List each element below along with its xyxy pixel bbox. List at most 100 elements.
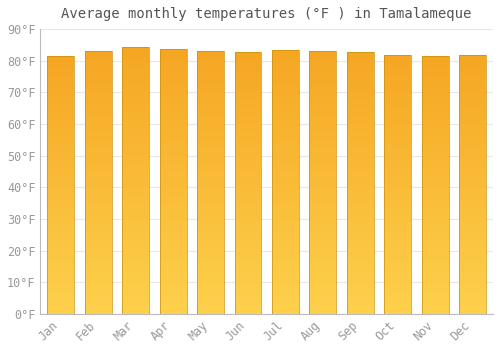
Bar xyxy=(272,113,299,114)
Bar xyxy=(48,234,74,235)
Bar xyxy=(422,188,448,189)
Bar xyxy=(48,258,74,260)
Bar xyxy=(384,151,411,152)
Bar xyxy=(422,284,448,286)
Bar xyxy=(85,229,112,230)
Bar xyxy=(422,57,448,58)
Bar xyxy=(48,167,74,168)
Bar xyxy=(122,69,149,70)
Bar xyxy=(384,118,411,120)
Bar xyxy=(422,141,448,142)
Bar xyxy=(459,177,486,178)
Bar xyxy=(422,169,448,171)
Bar xyxy=(160,149,186,151)
Bar xyxy=(422,162,448,163)
Bar xyxy=(234,87,262,89)
Bar xyxy=(384,169,411,170)
Bar xyxy=(384,234,411,235)
Bar xyxy=(459,151,486,152)
Bar xyxy=(160,290,186,291)
Bar xyxy=(160,58,186,59)
Bar xyxy=(85,176,112,177)
Bar xyxy=(347,174,374,175)
Bar xyxy=(347,128,374,129)
Bar xyxy=(422,247,448,248)
Bar xyxy=(122,51,149,53)
Bar xyxy=(48,287,74,288)
Bar xyxy=(85,143,112,145)
Bar xyxy=(234,83,262,85)
Bar xyxy=(160,233,186,234)
Bar xyxy=(272,297,299,298)
Bar xyxy=(422,218,448,220)
Bar xyxy=(122,194,149,195)
Bar xyxy=(347,288,374,289)
Bar xyxy=(310,288,336,289)
Bar xyxy=(422,128,448,130)
Bar xyxy=(85,140,112,142)
Bar xyxy=(48,168,74,169)
Bar xyxy=(384,268,411,270)
Bar xyxy=(272,181,299,182)
Bar xyxy=(272,202,299,203)
Bar xyxy=(272,298,299,299)
Bar xyxy=(160,284,186,285)
Bar xyxy=(384,214,411,216)
Bar xyxy=(122,218,149,219)
Bar xyxy=(272,128,299,129)
Bar xyxy=(85,101,112,103)
Bar xyxy=(310,52,336,53)
Bar xyxy=(310,206,336,207)
Bar xyxy=(197,158,224,159)
Bar xyxy=(422,274,448,275)
Bar xyxy=(234,182,262,183)
Bar xyxy=(310,203,336,205)
Bar xyxy=(122,279,149,281)
Bar xyxy=(310,85,336,86)
Bar xyxy=(310,216,336,218)
Bar xyxy=(85,294,112,295)
Bar xyxy=(160,262,186,264)
Bar xyxy=(197,114,224,116)
Bar xyxy=(384,82,411,84)
Bar xyxy=(422,163,448,164)
Bar xyxy=(85,253,112,255)
Bar xyxy=(384,129,411,130)
Bar xyxy=(422,90,448,91)
Bar xyxy=(310,218,336,219)
Bar xyxy=(197,138,224,139)
Bar xyxy=(197,183,224,184)
Bar xyxy=(197,301,224,302)
Bar xyxy=(85,136,112,138)
Bar xyxy=(85,98,112,100)
Bar xyxy=(160,67,186,69)
Bar xyxy=(384,221,411,222)
Bar xyxy=(347,61,374,62)
Bar xyxy=(160,152,186,153)
Bar xyxy=(347,132,374,133)
Bar xyxy=(197,241,224,243)
Bar xyxy=(347,196,374,197)
Bar xyxy=(160,83,186,84)
Bar xyxy=(310,202,336,203)
Bar xyxy=(85,189,112,190)
Bar xyxy=(160,70,186,71)
Bar xyxy=(310,152,336,153)
Bar xyxy=(310,191,336,193)
Bar xyxy=(48,73,74,74)
Bar xyxy=(272,262,299,264)
Bar xyxy=(85,119,112,121)
Bar xyxy=(160,195,186,196)
Bar xyxy=(422,193,448,194)
Bar xyxy=(347,103,374,104)
Bar xyxy=(234,64,262,65)
Bar xyxy=(122,223,149,225)
Bar xyxy=(422,297,448,299)
Bar xyxy=(422,273,448,274)
Bar xyxy=(85,238,112,239)
Bar xyxy=(122,247,149,248)
Bar xyxy=(347,141,374,142)
Bar xyxy=(422,189,448,190)
Bar xyxy=(459,251,486,252)
Bar xyxy=(272,220,299,222)
